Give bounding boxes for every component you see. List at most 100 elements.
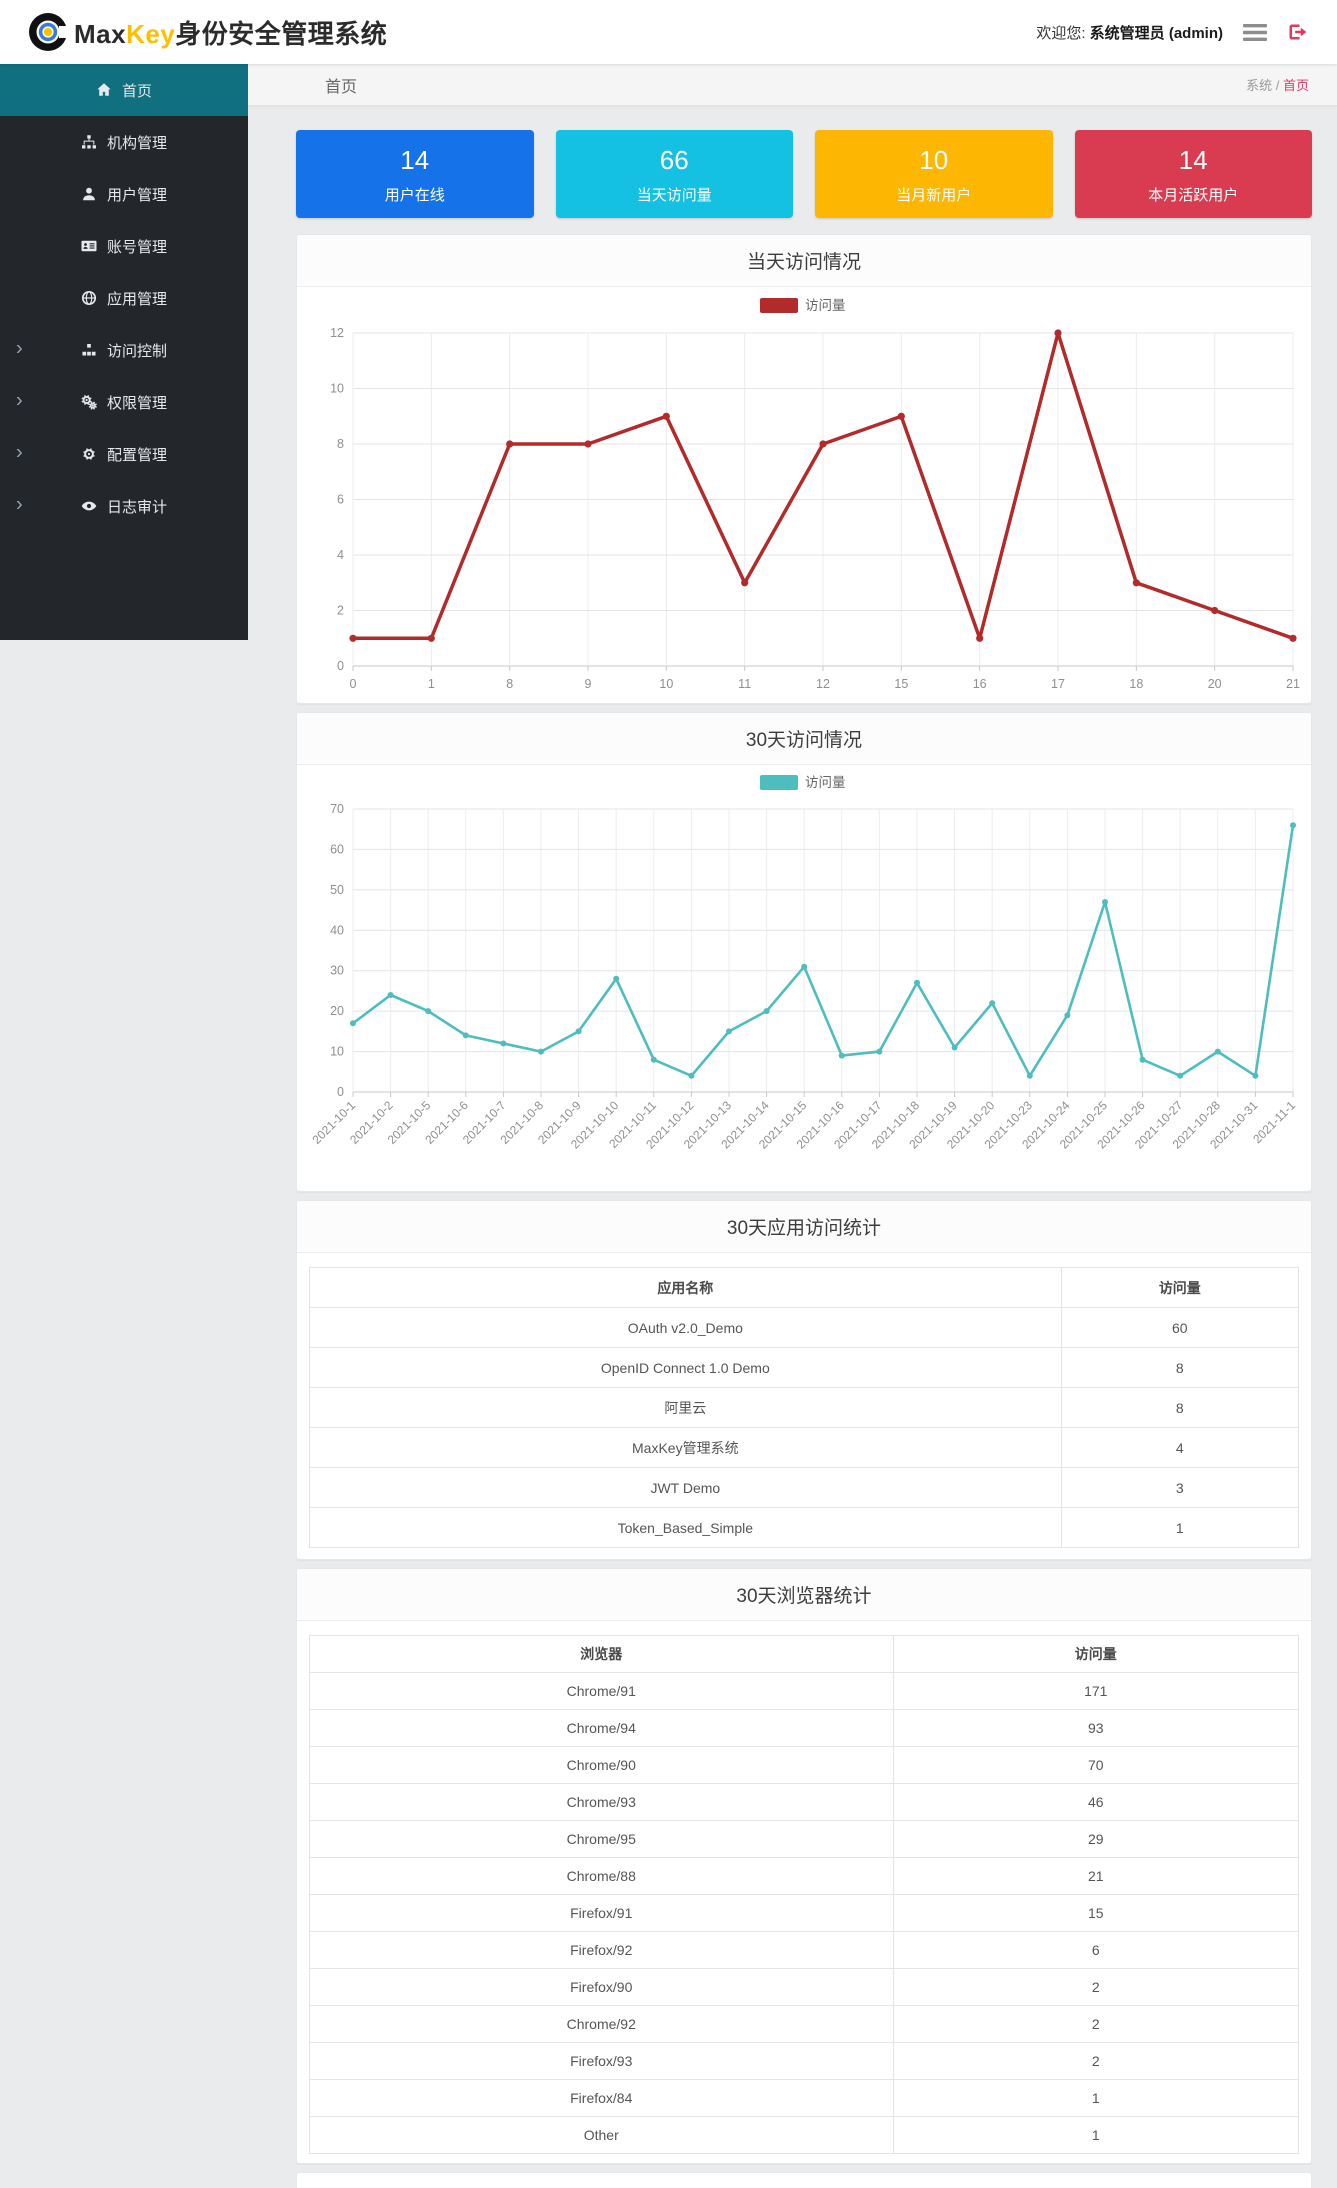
app-visits-panel: 30天应用访问统计 应用名称 访问量 OAuth v2.0_Demo 60 OpenID… xyxy=(296,1200,1312,1560)
sidebar-item-7[interactable]: › 配置管理 xyxy=(0,428,248,480)
svg-text:10: 10 xyxy=(659,677,673,691)
table-row: Firefox/90 2 xyxy=(309,1968,1299,2006)
table-cell: MaxKey管理系统 xyxy=(309,1427,1062,1468)
svg-text:60: 60 xyxy=(330,842,344,856)
main-content: 首页 系统 / 首页 14 用户在线 66 当天访问量 10 当月新用户 14 本月活… xyxy=(248,64,1337,2188)
sidebar-item-4[interactable]: 应用管理 xyxy=(0,272,248,324)
id-card-icon xyxy=(81,240,97,252)
table-cell: Chrome/95 xyxy=(309,1820,894,1858)
svg-text:16: 16 xyxy=(973,677,987,691)
table-cell: 1 xyxy=(892,2079,1299,2117)
table-cell: 60 xyxy=(1060,1307,1300,1348)
sidebar-item-1[interactable]: 机构管理 xyxy=(0,116,248,168)
table-cell: 阿里云 xyxy=(309,1387,1062,1428)
stat-card-0: 14 用户在线 xyxy=(296,130,534,218)
sidebar-item-label: 账号管理 xyxy=(106,238,167,256)
table-row: 阿里云 8 xyxy=(309,1387,1300,1428)
table-row: JWT Demo 3 xyxy=(309,1467,1300,1508)
table-row: Firefox/93 2 xyxy=(309,2042,1299,2080)
svg-text:8: 8 xyxy=(506,677,513,691)
table-row: Token_Based_Simple 1 xyxy=(309,1507,1300,1548)
svg-text:9: 9 xyxy=(585,677,592,691)
table-cell: 21 xyxy=(892,1857,1299,1895)
svg-text:10: 10 xyxy=(330,382,344,396)
svg-text:6: 6 xyxy=(337,493,344,507)
table-cell: 2 xyxy=(892,1968,1299,2006)
column-header: 浏览器 xyxy=(309,1635,894,1673)
table-cell: 6 xyxy=(892,1931,1299,1969)
breadcrumb-root: 系统 xyxy=(1246,78,1273,93)
svg-text:0: 0 xyxy=(337,1085,344,1099)
svg-text:12: 12 xyxy=(330,326,344,340)
user-icon xyxy=(83,187,95,201)
table-row: OAuth v2.0_Demo 60 xyxy=(309,1307,1300,1348)
sidebar-item-home[interactable]: 首页 xyxy=(0,64,248,116)
column-header: 访问量 xyxy=(892,1635,1299,1673)
sidebar-item-5[interactable]: › 访问控制 xyxy=(0,324,248,376)
brand-logo: MaxKey身份安全管理系统 xyxy=(28,12,387,52)
browser-stats-panel: 30天浏览器统计 浏览器 访问量 Chrome/91 171 Chrome/94 93 Ch… xyxy=(296,1568,1312,2164)
table-row: Chrome/93 46 xyxy=(309,1783,1299,1821)
partial-panel xyxy=(296,2172,1312,2188)
sidebar-item-label: 权限管理 xyxy=(106,394,167,412)
table-row: Chrome/92 2 xyxy=(309,2005,1299,2043)
table-header-row: 应用名称 访问量 xyxy=(309,1267,1300,1308)
svg-text:10: 10 xyxy=(330,1045,344,1059)
app-visits-title: 30天应用访问统计 xyxy=(297,1201,1311,1253)
sidebar: 首页 机构管理 用户管理 账号管理 应用管理 › 访问控制 › 权限管理 › 配置管理 › 日志审计 xyxy=(0,64,248,640)
sidebar-item-8[interactable]: › 日志审计 xyxy=(0,480,248,532)
column-header: 应用名称 xyxy=(309,1267,1062,1308)
app-header: MaxKey身份安全管理系统 欢迎您: 系统管理员 (admin) xyxy=(0,0,1337,64)
sidebar-item-label: 日志审计 xyxy=(106,498,167,516)
table-cell: Chrome/93 xyxy=(309,1783,894,1821)
table-header-row: 浏览器 访问量 xyxy=(309,1635,1299,1673)
logout-button[interactable] xyxy=(1287,22,1307,42)
svg-text:访问量: 访问量 xyxy=(805,775,846,790)
cubes-icon xyxy=(81,343,97,357)
table-cell: Chrome/92 xyxy=(309,2005,894,2043)
chevron-right-icon: › xyxy=(16,389,23,412)
sidebar-item-3[interactable]: 账号管理 xyxy=(0,220,248,272)
breadcrumb-separator: / xyxy=(1272,78,1283,93)
stat-card-2: 10 当月新用户 xyxy=(815,130,1053,218)
svg-text:20: 20 xyxy=(1208,677,1222,691)
stat-cards-row: 14 用户在线 66 当天访问量 10 当月新用户 14 本月活跃用户 xyxy=(296,130,1312,218)
table-cell: Other xyxy=(309,2116,894,2154)
maxkey-logo-icon xyxy=(29,13,68,51)
daily-visits-panel: 当天访问情况 0 2 4 6 8 10 12 0 1 8 9 10 11 12 15 16 17 18 20 21 访问… xyxy=(296,234,1312,704)
sidebar-item-2[interactable]: 用户管理 xyxy=(0,168,248,220)
sidebar-item-6[interactable]: › 权限管理 xyxy=(0,376,248,428)
table-cell: JWT Demo xyxy=(309,1467,1062,1508)
svg-text:8: 8 xyxy=(337,437,344,451)
table-cell: 171 xyxy=(892,1672,1299,1710)
cogs-icon xyxy=(81,394,97,410)
chevron-right-icon: › xyxy=(16,493,23,516)
svg-text:0: 0 xyxy=(350,677,357,691)
page-title: 首页 xyxy=(325,78,358,96)
svg-text:40: 40 xyxy=(330,923,344,937)
svg-text:访问量: 访问量 xyxy=(805,298,846,313)
svg-text:21: 21 xyxy=(1286,677,1300,691)
table-cell: 8 xyxy=(1060,1387,1300,1428)
chevron-right-icon: › xyxy=(16,337,23,360)
table-cell: 1 xyxy=(892,2116,1299,2154)
breadcrumb-current[interactable]: 首页 xyxy=(1282,78,1309,93)
chevron-right-icon: › xyxy=(16,441,23,464)
menu-toggle-button[interactable] xyxy=(1243,23,1267,41)
table-row: Chrome/95 29 xyxy=(309,1820,1299,1858)
stat-card-value: 10 xyxy=(919,145,949,175)
table-row: Chrome/88 21 xyxy=(309,1857,1299,1895)
sidebar-item-label: 应用管理 xyxy=(106,290,167,308)
table-cell: 1 xyxy=(1060,1507,1300,1548)
table-row: MaxKey管理系统 4 xyxy=(309,1427,1300,1468)
logout-icon xyxy=(1289,24,1307,40)
table-row: Chrome/94 93 xyxy=(309,1709,1299,1747)
monthly-visits-chart[interactable]: 0102030405060702021-10-12021-10-22021-10… xyxy=(297,765,1311,1192)
breadcrumb: 首页 系统 / 首页 xyxy=(248,64,1337,106)
svg-text:50: 50 xyxy=(330,883,344,897)
stat-card-label: 本月活跃用户 xyxy=(1148,187,1239,204)
table-cell: OpenID Connect 1.0 Demo xyxy=(309,1347,1062,1388)
table-cell: Firefox/93 xyxy=(309,2042,894,2080)
column-header: 访问量 xyxy=(1060,1267,1300,1308)
